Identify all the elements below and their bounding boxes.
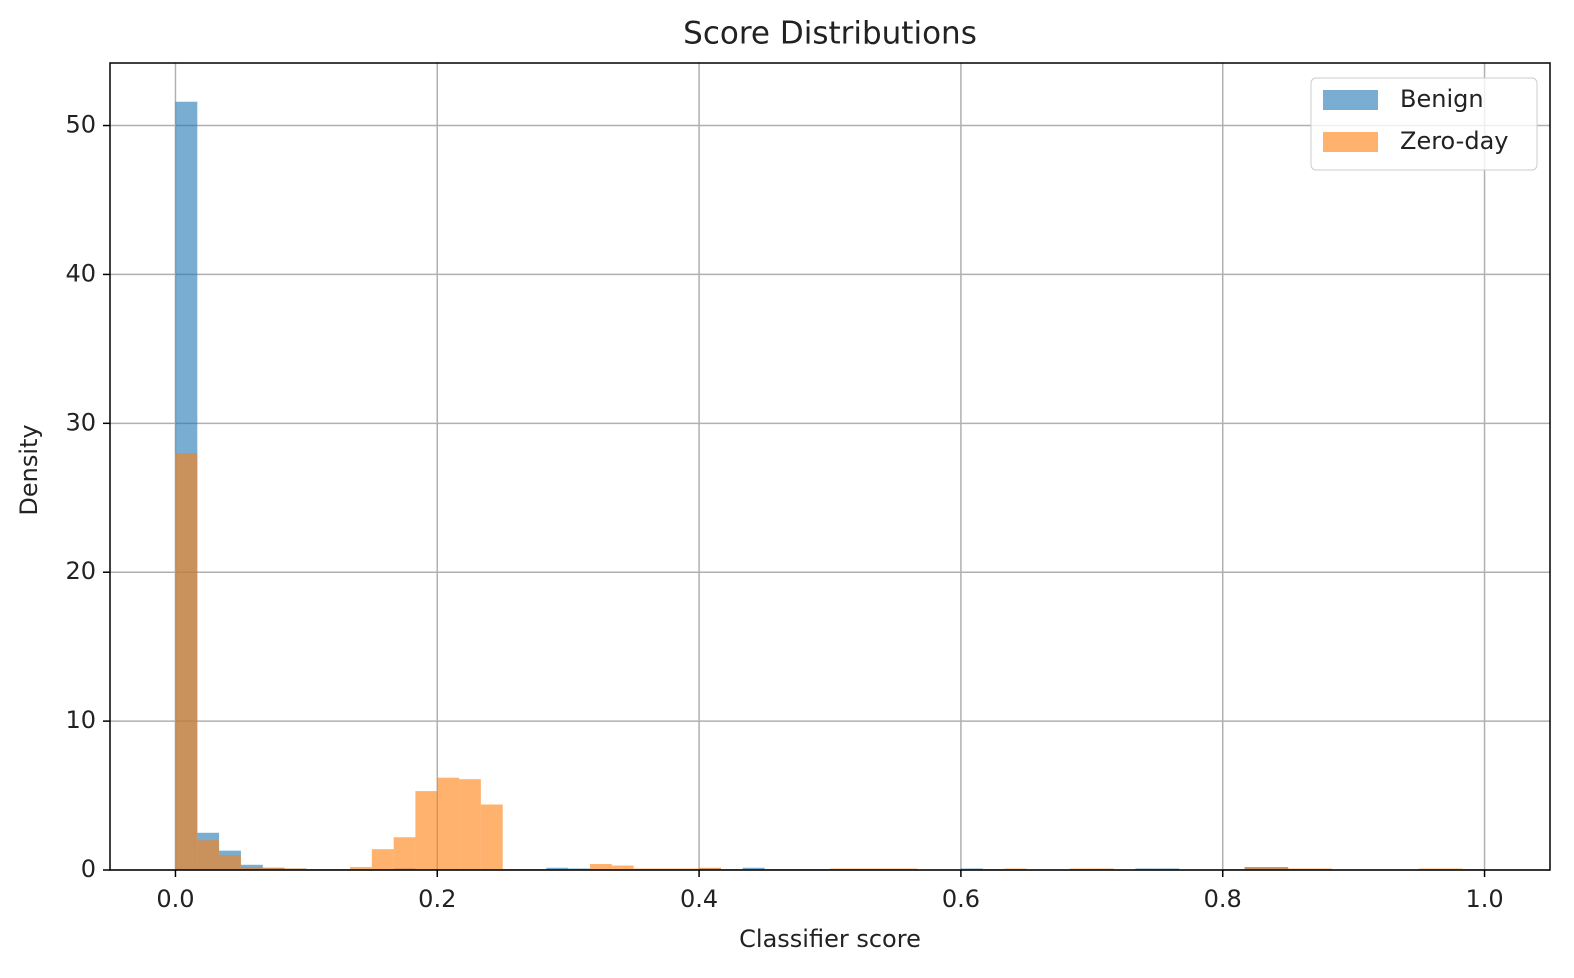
y-tick-label: 50	[65, 111, 96, 139]
bar	[742, 867, 765, 870]
y-tick-label: 0	[81, 855, 96, 883]
bar	[219, 855, 241, 870]
bar	[480, 804, 503, 870]
x-tick-label: 0.0	[156, 885, 194, 913]
legend: Benign Zero-day	[1310, 77, 1538, 171]
x-tick-label: 1.0	[1465, 885, 1503, 913]
chart-title: Score Distributions	[683, 16, 977, 52]
bar	[611, 865, 634, 870]
bar	[349, 867, 372, 870]
bar	[546, 867, 569, 870]
bar	[459, 779, 481, 870]
bar	[393, 837, 416, 870]
bar	[1266, 867, 1289, 870]
y-tick-label: 30	[65, 408, 96, 436]
legend-swatch	[1323, 132, 1378, 152]
plot-frame	[109, 62, 1551, 871]
bars	[175, 101, 1485, 871]
bar	[437, 777, 460, 870]
bar	[371, 849, 394, 870]
x-axis-label: Classifier score	[739, 925, 921, 953]
bar	[415, 791, 438, 870]
bar	[240, 867, 263, 870]
x-tick-label: 0.4	[680, 885, 718, 913]
x-tick-label: 0.8	[1204, 885, 1242, 913]
x-tick-label: 0.2	[418, 885, 456, 913]
bar	[175, 453, 198, 870]
bar	[197, 840, 220, 870]
bar	[699, 867, 721, 870]
x-tick-label: 0.6	[942, 885, 980, 913]
legend-swatch	[1323, 90, 1378, 110]
bar	[590, 864, 612, 870]
bar	[1244, 867, 1267, 870]
y-tick-label: 40	[65, 259, 96, 287]
bar	[262, 867, 285, 870]
y-tick-label: 10	[65, 706, 96, 734]
grid: 0 10 20 30 40 50 0.0 0.2 0.4 0.6 0.8 1.0	[65, 63, 1550, 913]
y-tick-label: 20	[65, 557, 96, 585]
legend-label: Benign	[1400, 85, 1484, 113]
y-axis-label: Density	[15, 424, 43, 515]
legend-label: Zero-day	[1400, 127, 1508, 155]
